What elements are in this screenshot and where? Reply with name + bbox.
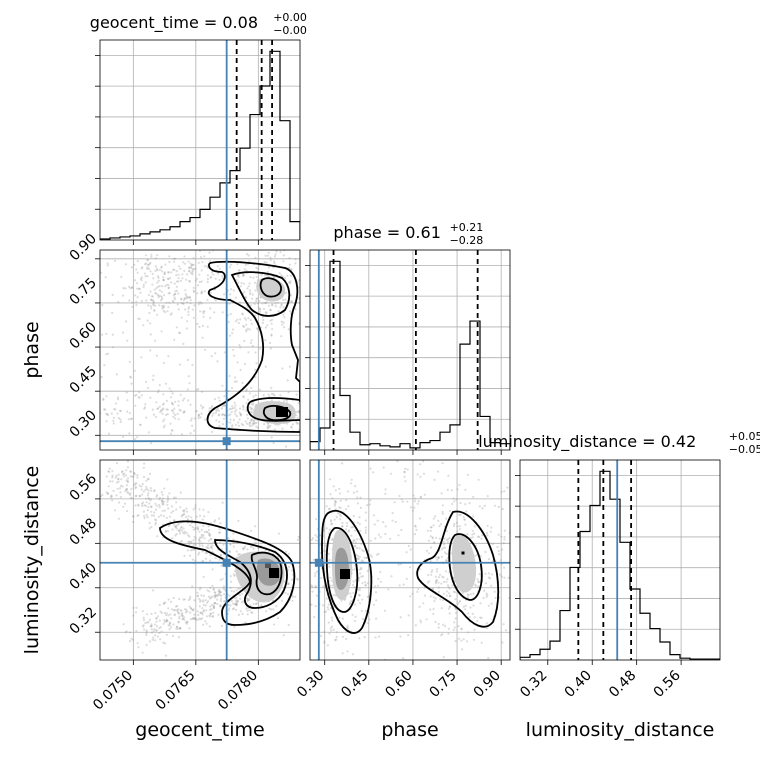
hist-luminosity_distance: [520, 460, 720, 660]
axes-frame-geocent_time: [99, 39, 301, 241]
ytick-label-phase-1: 0.45: [67, 363, 100, 396]
xtick-label-phase-3: 0.75: [427, 668, 460, 701]
xtick-label-luminosity_distance-0: 0.32: [517, 668, 550, 701]
samples-geocent_time-luminosity_distance: [100, 460, 300, 660]
title-phase: phase = 0.61 +0.21−0.28: [333, 221, 483, 247]
xtick-label-phase-2: 0.60: [382, 668, 415, 701]
panel-geocent_time-vs-phase: [95, 249, 301, 455]
density-fill-1: [256, 558, 281, 586]
title-main-geocent_time: geocent_time = 0.08: [90, 13, 258, 33]
hist-geocent_time: [100, 40, 300, 240]
xtick-label-geocent_time-1: 0.0765: [153, 668, 199, 714]
ytick-label-phase-0: 0.30: [67, 407, 100, 440]
ytick-label-luminosity_distance-0: 0.32: [67, 604, 100, 637]
contour-4: [325, 527, 359, 613]
density-peak-1: [265, 562, 271, 568]
truth-marker: [222, 558, 231, 567]
truth-marker: [314, 558, 323, 567]
xtick-label-phase-0: 0.30: [294, 668, 327, 701]
samples-geocent_time-phase: [100, 250, 300, 450]
title-minus-geocent_time: −0.00: [273, 24, 307, 37]
hist-phase: [310, 250, 510, 450]
ytick-label-phase-3: 0.75: [67, 275, 100, 308]
axes-frame-luminosity_distance: [519, 459, 721, 661]
ytick-label-luminosity_distance-2: 0.48: [67, 515, 100, 548]
xtick-label-phase-1: 0.45: [338, 668, 371, 701]
contour-5: [416, 510, 500, 628]
xtick-label-geocent_time-0: 0.0750: [90, 668, 136, 714]
density-peak-0: [276, 407, 288, 417]
truth-marker: [222, 437, 231, 446]
title-geocent_time: geocent_time = 0.08 +0.00−0.00: [90, 11, 307, 37]
axes-frame-phase: [309, 249, 511, 451]
xlabel-geocent_time: geocent_time: [135, 719, 264, 741]
title-plus-luminosity_distance: +0.05: [729, 430, 760, 443]
density-fill-2: [335, 547, 349, 590]
axes-frame: [99, 459, 301, 661]
density-peak-1: [461, 551, 465, 555]
contour-3: [321, 509, 373, 634]
contour-4: [250, 551, 283, 596]
density-peak-0: [269, 568, 279, 578]
xtick-label-luminosity_distance-1: 0.40: [562, 668, 595, 701]
hist-steps-geocent_time: [100, 50, 300, 240]
title-luminosity_distance: luminosity_distance = 0.42 +0.05−0.05: [478, 430, 760, 456]
ytick-label-phase-4: 0.90: [67, 231, 100, 264]
ylabel-phase: phase: [21, 321, 43, 378]
xtick-label-geocent_time-2: 0.0780: [215, 668, 261, 714]
contour-4: [246, 397, 300, 422]
ytick-label-luminosity_distance-1: 0.40: [67, 560, 100, 593]
hist-steps-luminosity_distance: [520, 470, 720, 660]
hist-panel-geocent_time: [95, 39, 301, 245]
xtick-label-luminosity_distance-3: 0.56: [651, 667, 684, 700]
title-minus-phase: −0.28: [450, 234, 484, 247]
contour-5: [259, 277, 282, 298]
axes-frame: [309, 459, 511, 661]
title-main-phase: phase = 0.61: [333, 223, 440, 242]
xlabel-phase: phase: [381, 719, 438, 741]
hist-panel-luminosity_distance: [515, 459, 721, 665]
density-peak-0: [340, 569, 350, 579]
title-minus-luminosity_distance: −0.05: [729, 443, 760, 456]
panel-phase-vs-luminosity_distance: [309, 459, 511, 665]
xtick-label-phase-4: 0.90: [471, 668, 504, 701]
contour-6: [448, 533, 483, 601]
hist-steps-phase: [310, 260, 510, 450]
xtick-label-luminosity_distance-2: 0.48: [606, 668, 639, 701]
samples-phase-luminosity_distance: [310, 460, 510, 660]
axis-labels: geocent_time phase luminosity_distancephas…: [21, 321, 714, 741]
ylabel-luminosity_distance: luminosity_distance: [21, 466, 43, 655]
panel-geocent_time-vs-luminosity_distance: [95, 459, 301, 665]
ytick-label-phase-2: 0.60: [67, 319, 100, 352]
contour-3: [230, 271, 291, 317]
xlabel-luminosity_distance: luminosity_distance: [526, 719, 715, 741]
hist-panel-phase: [305, 249, 511, 455]
title-plus-geocent_time: +0.00: [273, 11, 307, 24]
title-plus-phase: +0.21: [450, 221, 484, 234]
axes-frame: [99, 249, 301, 451]
contour-2: [206, 260, 300, 433]
contour-6: [262, 405, 292, 422]
title-main-luminosity_distance: luminosity_distance = 0.42: [478, 432, 696, 452]
